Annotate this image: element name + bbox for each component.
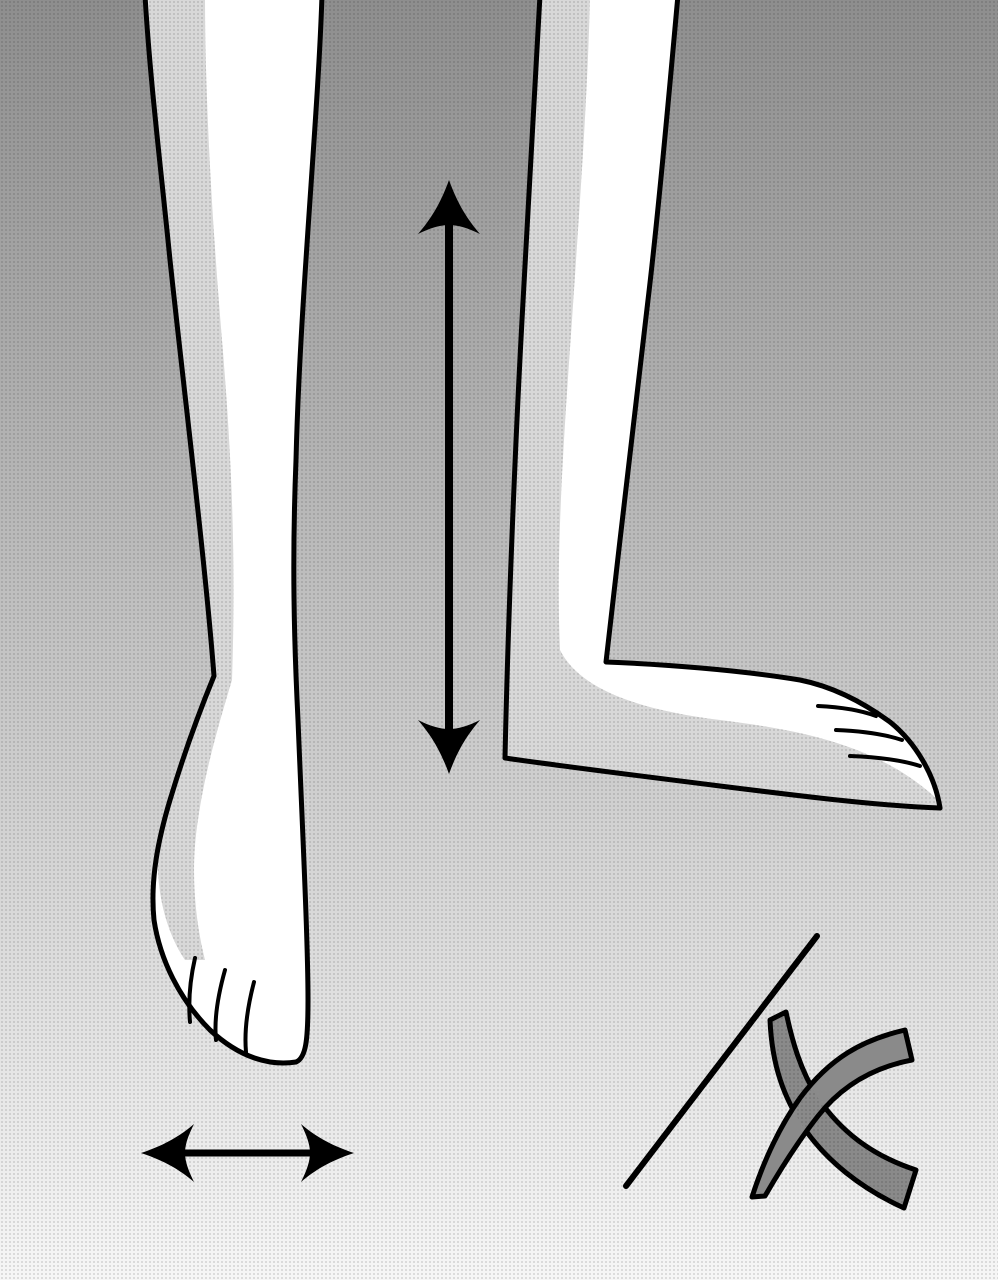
- x-mark-texture: [770, 1012, 916, 1208]
- right-leg-outline-left: [502, 0, 943, 811]
- left-leg-outline-right: [291, 0, 325, 1003]
- x-mark-stroke-short: [749, 1027, 915, 1200]
- right-foot-toe-line: [848, 754, 922, 768]
- right-leg-shade-dots: [505, 0, 940, 808]
- left-foot-toe-line: [187, 956, 197, 1024]
- right-leg-fill: [505, 0, 940, 808]
- right-foot-toe-line: [816, 704, 878, 718]
- horizontal-arrow-head-right: [301, 1124, 354, 1182]
- left-foot-toe-line: [243, 980, 256, 1054]
- right-leg-outline-right: [603, 0, 943, 811]
- diagonal-slash: [623, 933, 820, 1189]
- right-foot-toe-line: [834, 728, 904, 742]
- left-foot-toe-line: [213, 968, 227, 1042]
- left-leg-outline-left: [142, 0, 311, 1066]
- horizontal-double-arrow-icon: [141, 1124, 354, 1182]
- vertical-arrow-head-down: [418, 720, 480, 774]
- vertical-arrow-head-up: [418, 180, 480, 234]
- left-leg-front-view: [142, 0, 325, 1066]
- horizontal-arrow-head-left: [141, 1124, 194, 1182]
- right-leg-side-view: [502, 0, 943, 811]
- vertical-double-arrow-icon: [418, 180, 480, 774]
- x-mark-icon: [749, 1009, 919, 1211]
